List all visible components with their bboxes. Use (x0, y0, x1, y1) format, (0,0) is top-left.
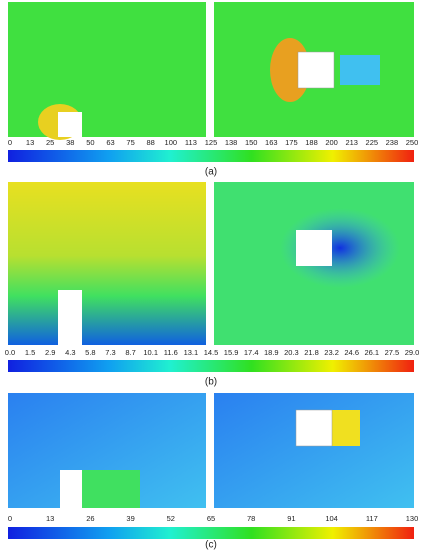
tick-label: 13 (46, 514, 54, 523)
tick-label: 7.3 (105, 348, 115, 357)
contour-image (8, 182, 206, 345)
tick-label: 75 (126, 138, 134, 147)
obstacle (58, 112, 82, 137)
obstacle (295, 409, 333, 447)
colorbar (8, 527, 414, 539)
tick-label: 2.9 (45, 348, 55, 357)
contour-image (8, 2, 206, 137)
obstacle (60, 470, 82, 508)
tick-label: 10.1 (143, 348, 158, 357)
tick-label: 14.5 (204, 348, 219, 357)
tick-label: 91 (287, 514, 295, 523)
caption: (a) (205, 167, 217, 178)
tick-label: 20.3 (284, 348, 299, 357)
tick-label: 24.6 (344, 348, 359, 357)
tick-label: 130 (406, 514, 419, 523)
tick-label: 238 (386, 138, 399, 147)
contour-region (330, 410, 360, 446)
tick-label: 13 (26, 138, 34, 147)
tick-label: 225 (366, 138, 379, 147)
tick-label: 25 (46, 138, 54, 147)
tick-label: 29.0 (405, 348, 420, 357)
tick-label: 175 (285, 138, 298, 147)
tick-label: 39 (126, 514, 134, 523)
tick-label: 17.4 (244, 348, 259, 357)
tick-label: 8.7 (125, 348, 135, 357)
tick-label: 11.6 (164, 348, 178, 357)
tick-label: 0.0 (5, 348, 15, 357)
tick-label: 78 (247, 514, 255, 523)
tick-label: 150 (245, 138, 258, 147)
caption: (b) (205, 377, 217, 388)
tick-label: 113 (185, 138, 197, 147)
tick-label: 65 (207, 514, 215, 523)
obstacle (296, 230, 332, 266)
tick-label: 21.8 (304, 348, 319, 357)
tick-label: 4.3 (65, 348, 75, 357)
contour-region (80, 470, 140, 508)
tick-label: 125 (205, 138, 218, 147)
tick-label: 13.1 (184, 348, 199, 357)
tick-label: 18.9 (264, 348, 279, 357)
tick-label: 117 (366, 514, 378, 523)
tick-label: 100 (165, 138, 178, 147)
tick-label: 50 (86, 138, 94, 147)
tick-label: 0 (8, 138, 12, 147)
tick-label: 15.9 (224, 348, 239, 357)
obstacle (58, 290, 82, 345)
tick-label: 23.2 (324, 348, 339, 357)
tick-label: 26.1 (364, 348, 379, 357)
obstacle (297, 51, 335, 89)
tick-label: 250 (406, 138, 419, 147)
tick-label: 188 (305, 138, 318, 147)
tick-label: 52 (167, 514, 175, 523)
caption: (c) (205, 540, 217, 550)
tick-label: 5.8 (85, 348, 95, 357)
colorbar (8, 360, 414, 372)
tick-label: 0 (8, 514, 12, 523)
tick-label: 104 (325, 514, 338, 523)
contour-region (340, 55, 380, 85)
colorbar (8, 150, 414, 162)
tick-label: 26 (86, 514, 94, 523)
tick-label: 38 (66, 138, 74, 147)
contour-region (280, 208, 400, 288)
tick-label: 213 (345, 138, 358, 147)
tick-label: 138 (225, 138, 238, 147)
tick-label: 88 (147, 138, 155, 147)
tick-label: 163 (265, 138, 278, 147)
tick-label: 200 (325, 138, 338, 147)
tick-label: 27.5 (385, 348, 400, 357)
tick-label: 63 (106, 138, 114, 147)
tick-label: 1.5 (25, 348, 35, 357)
